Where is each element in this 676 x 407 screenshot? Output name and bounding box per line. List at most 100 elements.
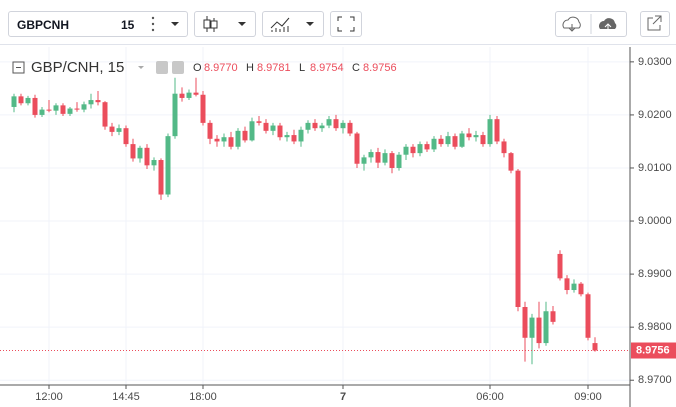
y-tick-label: 9.0000 [638,215,672,227]
y-tick-label: 9.0100 [638,162,672,174]
candle-body [459,133,465,147]
candle-body [585,294,591,338]
candle-body [123,128,129,145]
candle-body [130,144,136,159]
toolbar: GBPCNH 15 [0,0,676,45]
candle-body [11,96,17,107]
legend-value: 8.9781 [257,62,291,74]
x-tick-label: 09:00 [574,391,602,403]
candle-body [375,152,381,163]
candle-body [410,146,416,154]
legend-value: 8.9756 [363,62,397,74]
candle-body [242,130,248,141]
y-tick-label: 8.9700 [638,374,672,386]
legend-value: 8.9770 [204,62,238,74]
legend-label: O [193,62,202,74]
candle-body [536,317,542,344]
y-tick-label: 8.9900 [638,268,672,280]
candle-body [389,153,395,168]
cloud-buttons[interactable] [555,11,627,37]
candle-body [81,104,87,110]
candle-body [333,119,339,129]
candle-body [508,153,514,171]
indicator-icon [270,17,314,32]
indicators-button[interactable] [262,11,324,37]
candle-body [417,144,423,154]
candle-body [249,121,255,141]
candle-body [25,97,31,104]
popout-icon [647,15,662,31]
candle-body [158,160,164,195]
legend-label: L [299,62,305,74]
candle-body [144,147,150,166]
candle-body [382,153,388,163]
candle-body [270,125,276,131]
candle-body [466,133,472,138]
symbol-box[interactable]: GBPCNH 15 [8,11,188,37]
x-tick-label: 18:00 [189,391,217,403]
candle-body [298,129,304,142]
candle-body [74,108,80,110]
legend-value: 8.9754 [310,62,344,74]
candle-body [326,119,332,126]
candle-body [186,92,192,98]
last-price-label: 8.9756 [636,344,670,356]
candle-body [543,311,549,344]
legend-caret [138,66,144,69]
candle-body [116,128,122,132]
popout-button[interactable] [640,11,670,37]
candle-body [319,125,325,129]
legend-label: H [246,62,254,74]
candle-body [32,97,38,115]
candle-body [228,137,234,147]
candle-body [515,170,521,307]
candle-body [452,136,458,147]
candle-body [95,100,101,103]
candle-icon [203,16,246,32]
candle-body [550,311,556,322]
legend-icon [172,61,184,74]
candle-body [102,102,108,127]
x-tick-label: 14:45 [112,391,140,403]
candle-body [347,122,353,134]
fullscreen-icon [337,16,355,32]
candle-body [340,122,346,129]
candle-body [179,93,185,98]
candle-body [263,122,269,131]
interval[interactable]: 15 [121,18,135,32]
candle-body [60,105,66,114]
chart-title: GBP/CNH, 15 [31,59,124,76]
candle-body [109,126,115,132]
candle-body [431,138,437,150]
candle-body [473,135,479,138]
candle-body [214,138,220,142]
y-tick-label: 9.0200 [638,109,672,121]
candle-body [403,146,409,155]
legend-icon [156,61,168,74]
candle-body [529,317,535,338]
x-tick-label: 7 [340,391,346,403]
candle-body [305,122,311,130]
candle-body [438,138,444,145]
legend-toggle [12,61,25,74]
symbol[interactable]: GBPCNH [17,18,70,32]
candle-body [368,152,374,158]
candle-body [53,105,59,111]
fullscreen-button[interactable] [330,11,362,37]
candle-body [200,94,206,123]
candle-body [207,122,213,139]
chart-style-button[interactable] [194,11,256,37]
candle-body [522,307,528,338]
interval-menu[interactable] [147,12,187,36]
candle-body [291,135,297,142]
candle-body [424,144,430,150]
y-tick-label: 8.9800 [638,321,672,333]
candle-body [480,135,486,145]
candle-body [501,141,507,154]
candle-body [557,253,563,279]
candle-body [88,100,94,105]
candle-body [172,93,178,137]
candle-body [67,108,73,114]
candle-body [277,125,283,138]
